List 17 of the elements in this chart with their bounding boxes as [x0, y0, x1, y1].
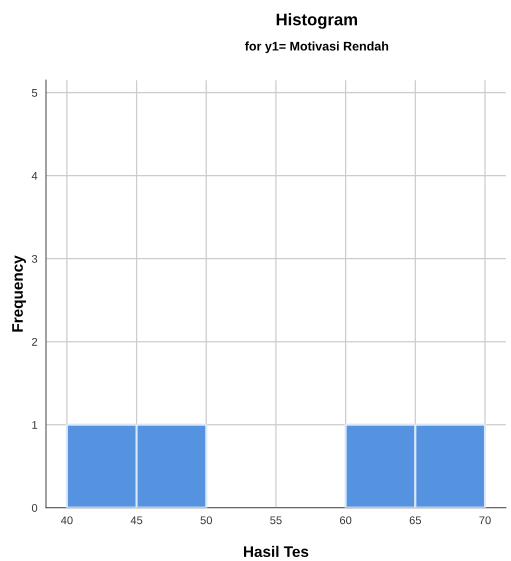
y-tick-label: 5 [32, 89, 38, 97]
y-tick-label: 4 [32, 172, 38, 180]
x-tick-label: 40 [60, 516, 73, 524]
y-tick-label: 2 [32, 338, 38, 346]
x-tick-label: 60 [340, 516, 352, 524]
x-tick-label: 70 [479, 516, 491, 524]
chart-subtitle: for y1= Motivasi Rendah [244, 41, 388, 54]
chart-title: Histogram [276, 13, 357, 29]
y-tick-label: 0 [32, 504, 38, 512]
y-tick-label: 3 [32, 254, 38, 263]
y-tick-label: 1 [32, 421, 38, 429]
x-tick-label: 45 [130, 516, 142, 524]
y-axis-title: Frequency [12, 255, 26, 332]
x-axis-title: Hasil Tes [244, 546, 308, 558]
x-tick-label: 65 [410, 516, 422, 524]
x-tick-label: 55 [270, 516, 282, 524]
x-tick-label: 50 [200, 516, 212, 524]
